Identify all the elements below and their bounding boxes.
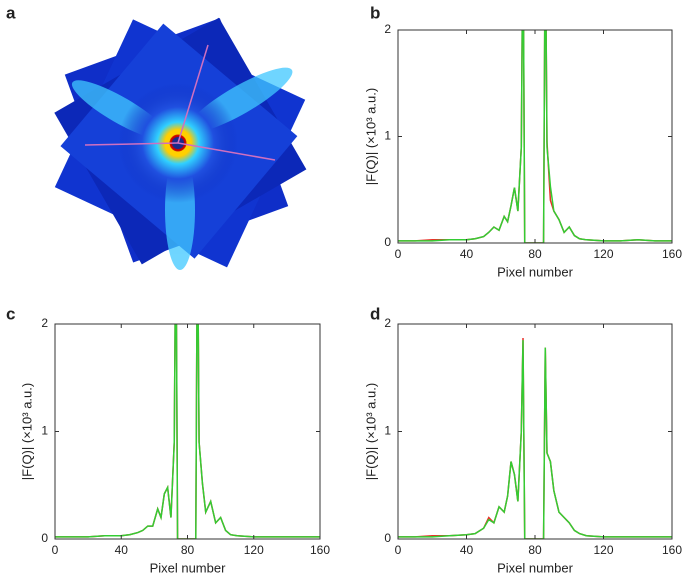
y-tick-label: 0 [384, 531, 391, 545]
x-axis-label: Pixel number [497, 264, 574, 279]
y-tick-label: 1 [41, 424, 48, 438]
y-axis-label: |F(Q)| (×10³ a.u.) [363, 383, 378, 480]
x-tick-label: 160 [310, 543, 330, 557]
x-tick-label: 0 [52, 543, 59, 557]
y-tick-label: 0 [41, 531, 48, 545]
diffraction-image [54, 17, 307, 270]
panel-label: b [370, 3, 380, 22]
x-tick-label: 160 [662, 247, 682, 261]
x-tick-label: 40 [460, 247, 474, 261]
x-tick-label: 80 [528, 543, 542, 557]
x-tick-label: 160 [662, 543, 682, 557]
plot-area [55, 324, 320, 539]
x-axis-label: Pixel number [497, 560, 574, 575]
data-line [55, 324, 320, 539]
y-tick-label: 1 [384, 424, 391, 438]
x-tick-label: 80 [528, 247, 542, 261]
x-tick-label: 120 [593, 543, 613, 557]
panel-label: d [370, 304, 380, 323]
y-axis-label: |F(Q)| (×10³ a.u.) [19, 383, 34, 480]
axes-box [54, 323, 321, 540]
x-tick-label: 40 [460, 543, 474, 557]
x-tick-label: 40 [115, 543, 129, 557]
data-line [398, 30, 672, 243]
y-tick-label: 2 [384, 22, 391, 36]
data-line [398, 337, 672, 539]
data-line [55, 324, 320, 539]
panel-label: a [6, 3, 16, 22]
data-line [398, 340, 672, 539]
plot-area [398, 30, 672, 243]
data-line [398, 30, 672, 243]
x-tick-label: 120 [593, 247, 613, 261]
x-tick-label: 80 [181, 543, 195, 557]
panel-label: c [6, 304, 15, 323]
y-tick-label: 0 [384, 235, 391, 249]
x-tick-label: 120 [244, 543, 264, 557]
axes-box [397, 29, 673, 244]
y-axis-label: |F(Q)| (×10³ a.u.) [363, 88, 378, 185]
x-axis-label: Pixel number [150, 560, 227, 575]
y-tick-label: 2 [41, 316, 48, 330]
x-tick-label: 0 [395, 247, 402, 261]
plot-area [398, 337, 672, 539]
y-tick-label: 2 [384, 316, 391, 330]
axes-box [397, 323, 673, 540]
y-tick-label: 1 [384, 129, 391, 143]
x-tick-label: 0 [395, 543, 402, 557]
